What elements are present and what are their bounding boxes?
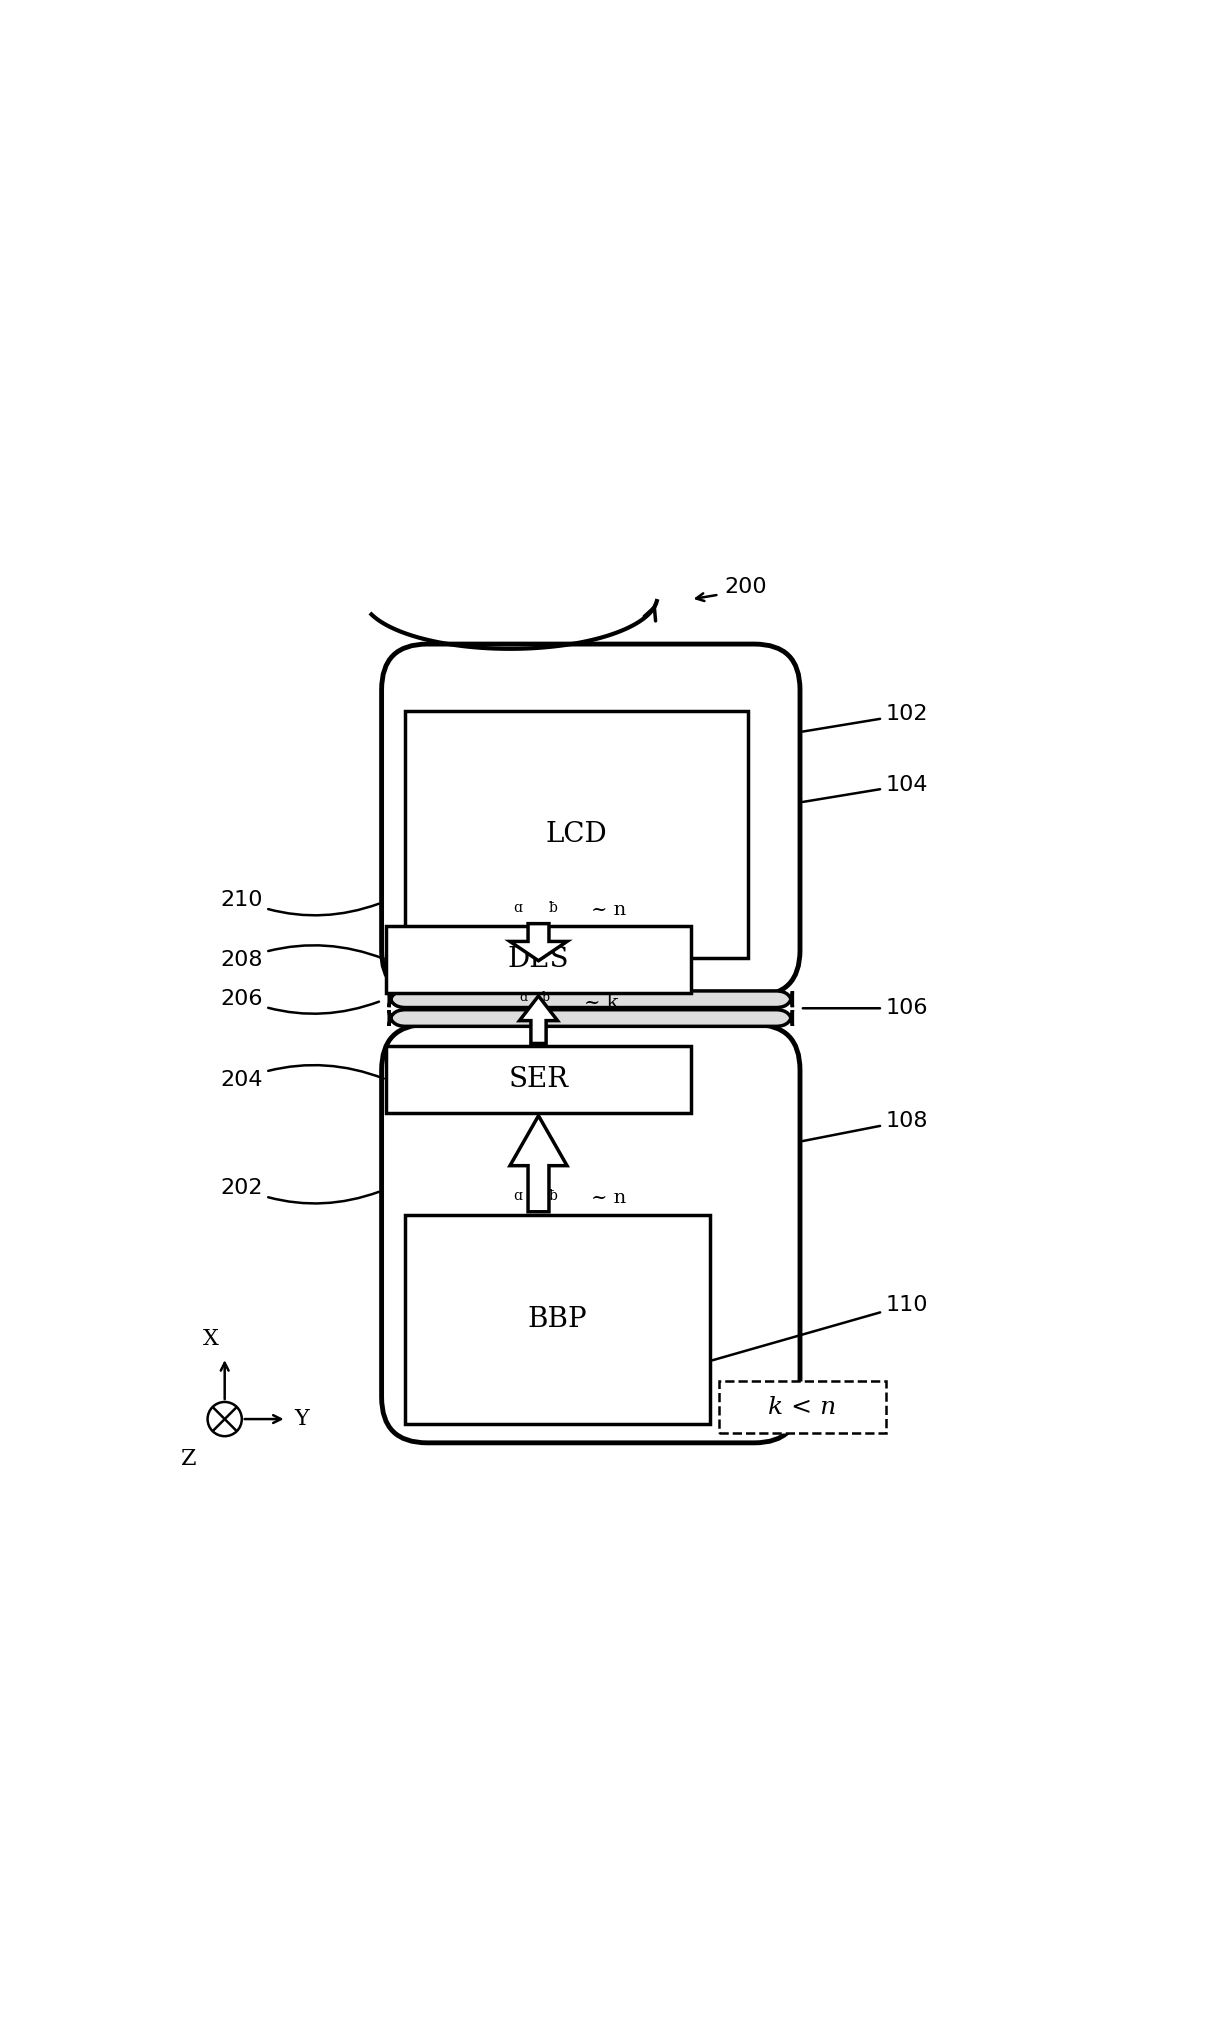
Text: ɑ: ɑ bbox=[513, 901, 521, 915]
Text: 210: 210 bbox=[220, 891, 379, 915]
Text: k < n: k < n bbox=[768, 1396, 837, 1418]
Text: 106: 106 bbox=[802, 999, 928, 1019]
FancyBboxPatch shape bbox=[382, 644, 800, 997]
Bar bbox=[719, 1382, 886, 1433]
Text: BBP: BBP bbox=[528, 1306, 588, 1333]
Text: 202: 202 bbox=[220, 1178, 379, 1204]
Text: ɑ: ɑ bbox=[513, 1190, 521, 1202]
Text: ~ n: ~ n bbox=[591, 901, 626, 919]
Text: 110: 110 bbox=[713, 1294, 928, 1359]
Bar bbox=[387, 1045, 691, 1113]
Text: 204: 204 bbox=[220, 1066, 384, 1090]
Text: 200: 200 bbox=[724, 577, 767, 597]
Polygon shape bbox=[519, 997, 557, 1043]
Text: LCD: LCD bbox=[546, 821, 607, 848]
Text: ɑ: ɑ bbox=[519, 990, 528, 1003]
Text: ƀ: ƀ bbox=[548, 901, 557, 915]
Text: 104: 104 bbox=[802, 774, 928, 801]
FancyBboxPatch shape bbox=[389, 990, 793, 1007]
Text: SER: SER bbox=[508, 1066, 568, 1092]
FancyBboxPatch shape bbox=[389, 1009, 793, 1027]
Text: 206: 206 bbox=[220, 988, 379, 1013]
Text: 208: 208 bbox=[220, 946, 384, 970]
Bar bbox=[387, 927, 691, 993]
Text: ~ k: ~ k bbox=[584, 995, 618, 1011]
Text: 102: 102 bbox=[802, 705, 928, 732]
FancyBboxPatch shape bbox=[382, 1025, 800, 1443]
Text: Z: Z bbox=[180, 1447, 196, 1469]
Polygon shape bbox=[510, 1115, 567, 1213]
Bar bbox=[405, 711, 747, 958]
Text: 108: 108 bbox=[802, 1111, 928, 1141]
Text: ƀ: ƀ bbox=[542, 990, 550, 1003]
Polygon shape bbox=[510, 923, 567, 960]
Text: ƀ: ƀ bbox=[548, 1190, 557, 1202]
Bar bbox=[405, 1215, 709, 1425]
Text: ~ n: ~ n bbox=[591, 1190, 626, 1206]
Text: Y: Y bbox=[294, 1408, 309, 1431]
Text: X: X bbox=[202, 1327, 218, 1349]
Text: DES: DES bbox=[508, 946, 569, 974]
